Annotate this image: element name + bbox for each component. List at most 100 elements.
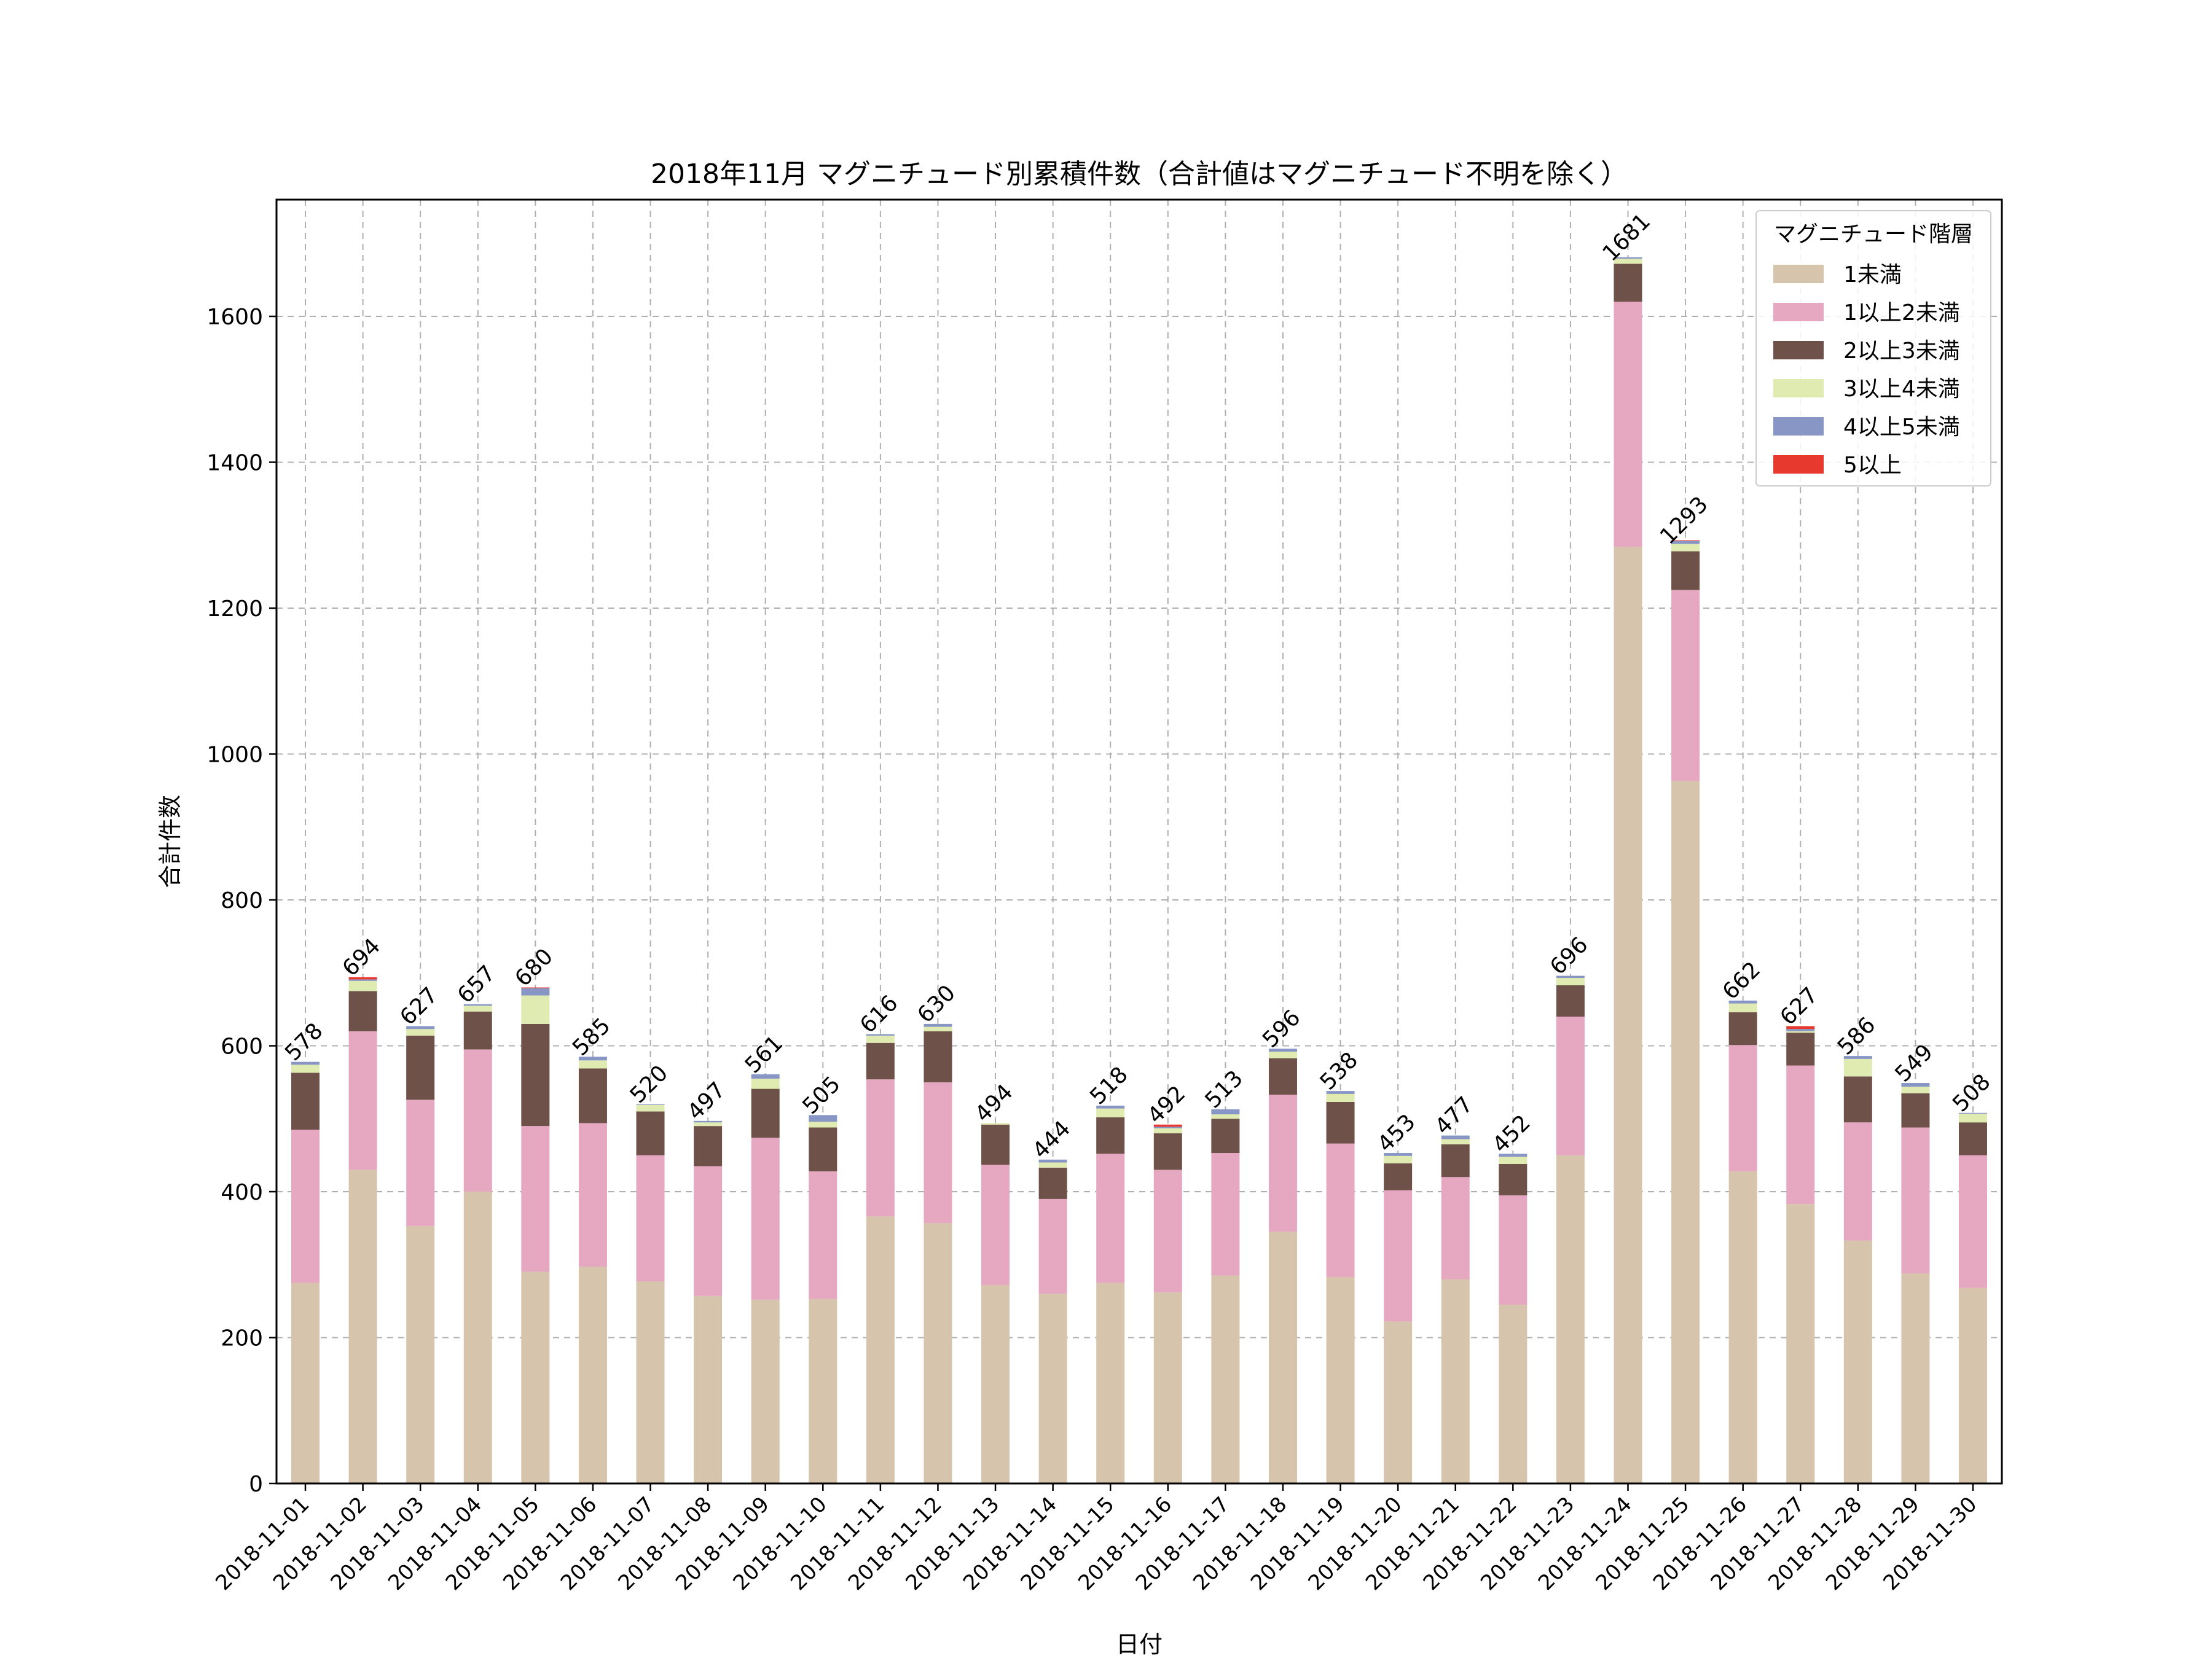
y-tick-label: 1400 — [206, 451, 263, 476]
bar-segment — [1268, 1058, 1297, 1095]
bar-segment — [751, 1078, 780, 1089]
bar-segment — [1556, 978, 1585, 985]
bar-segment — [924, 1026, 952, 1031]
bar-segment — [348, 977, 377, 980]
bar-segment — [578, 1267, 607, 1483]
bar-segment — [981, 1124, 1010, 1165]
y-axis-label: 合計件数 — [157, 795, 184, 888]
bar-segment — [463, 1192, 492, 1483]
bar-segment — [1843, 1058, 1872, 1077]
bar-segment — [694, 1166, 723, 1296]
legend-label: 5以上 — [1843, 453, 1902, 478]
bar-segment — [1614, 547, 1642, 1483]
bar-segment — [1959, 1122, 1987, 1155]
bar-segment — [1959, 1288, 1987, 1483]
bar-segment — [348, 1170, 377, 1483]
bar-segment — [1499, 1157, 1528, 1164]
bar-segment — [1326, 1143, 1355, 1277]
bar-segment — [291, 1061, 320, 1065]
y-tick-label: 1000 — [206, 743, 263, 768]
bar-segment — [1096, 1105, 1125, 1109]
bar-segment — [1671, 781, 1700, 1483]
bar-segment — [1153, 1170, 1182, 1292]
bar-segment — [981, 1285, 1010, 1483]
bar-segment — [1326, 1276, 1355, 1483]
bar-segment — [1096, 1154, 1125, 1283]
bar-segment — [1441, 1135, 1470, 1139]
bar-segment — [1326, 1093, 1355, 1102]
bar-segment — [809, 1171, 837, 1299]
bar-segment — [406, 1035, 435, 1100]
legend-swatch — [1773, 455, 1824, 474]
bar-segment — [463, 1049, 492, 1192]
legend-label: 4以上5未満 — [1843, 415, 1960, 440]
bar-segment — [809, 1122, 837, 1128]
bar-segment — [751, 1299, 780, 1483]
bar-segment — [1671, 544, 1700, 552]
bar-segment — [1096, 1108, 1125, 1117]
legend-label: 1未満 — [1843, 262, 1902, 287]
bar-segment — [1441, 1177, 1470, 1280]
bar-segment — [1211, 1114, 1240, 1119]
grid — [276, 200, 2002, 1484]
bar-segment — [463, 1004, 492, 1006]
bar-segment — [1441, 1279, 1470, 1483]
y-tick-label: 1600 — [206, 305, 263, 330]
bar-segment — [1671, 541, 1700, 544]
bar-segment — [1671, 551, 1700, 590]
bar-segment — [1614, 302, 1642, 547]
bar-segment — [1901, 1093, 1930, 1128]
bar-segment — [348, 980, 377, 991]
bar-segment — [1728, 1000, 1757, 1004]
bar-segment — [751, 1138, 780, 1300]
bar-segment — [751, 1074, 780, 1079]
bar-segment — [1096, 1117, 1125, 1154]
y-tick-label: 1200 — [206, 596, 263, 622]
bar-segment — [636, 1155, 665, 1282]
bar-segment — [924, 1023, 952, 1027]
bar-segment — [1153, 1133, 1182, 1170]
bar-segment — [1211, 1153, 1240, 1276]
bar-segment — [636, 1281, 665, 1483]
bar-segment — [463, 1006, 492, 1012]
bar-segment — [1556, 1017, 1585, 1155]
bar-segment — [1786, 1204, 1815, 1483]
bar-segment — [694, 1296, 723, 1483]
bar-segment — [636, 1104, 665, 1105]
bar-segment — [1499, 1195, 1528, 1305]
bar-segment — [521, 988, 550, 996]
bar-segment — [578, 1068, 607, 1124]
bar-segment — [1959, 1155, 1987, 1288]
bar-segment — [1038, 1159, 1067, 1163]
bar-segment — [463, 1011, 492, 1050]
bar-segment — [1901, 1273, 1930, 1483]
bar-segment — [1499, 1163, 1528, 1195]
bar-segment — [1499, 1154, 1528, 1157]
bar-segment — [1326, 1091, 1355, 1094]
bar-segment — [1843, 1240, 1872, 1483]
bar-segment — [636, 1111, 665, 1155]
bar-segment — [1614, 259, 1642, 264]
bar-segment — [924, 1082, 952, 1224]
bar-segment — [751, 1088, 780, 1138]
bar-segment — [1556, 1155, 1585, 1483]
bar-segment — [1843, 1122, 1872, 1241]
bar-segment — [1901, 1083, 1930, 1087]
y-tick-label: 0 — [249, 1472, 263, 1497]
bar-segment — [406, 1100, 435, 1226]
bar-segment — [521, 1272, 550, 1483]
legend-swatch — [1773, 417, 1824, 436]
bar-segment — [981, 1165, 1010, 1285]
bar-segment — [1268, 1232, 1297, 1483]
bar-segment — [866, 1034, 895, 1036]
bar-segment — [1556, 985, 1585, 1017]
bar-segment — [521, 1126, 550, 1272]
bar-segment — [1153, 1124, 1182, 1127]
bar-segment — [578, 1057, 607, 1061]
bar-segment — [1614, 264, 1642, 302]
bars — [291, 257, 1987, 1483]
bar-segment — [1384, 1153, 1413, 1156]
bar-segment — [809, 1127, 837, 1171]
bar-segment — [809, 1115, 837, 1122]
